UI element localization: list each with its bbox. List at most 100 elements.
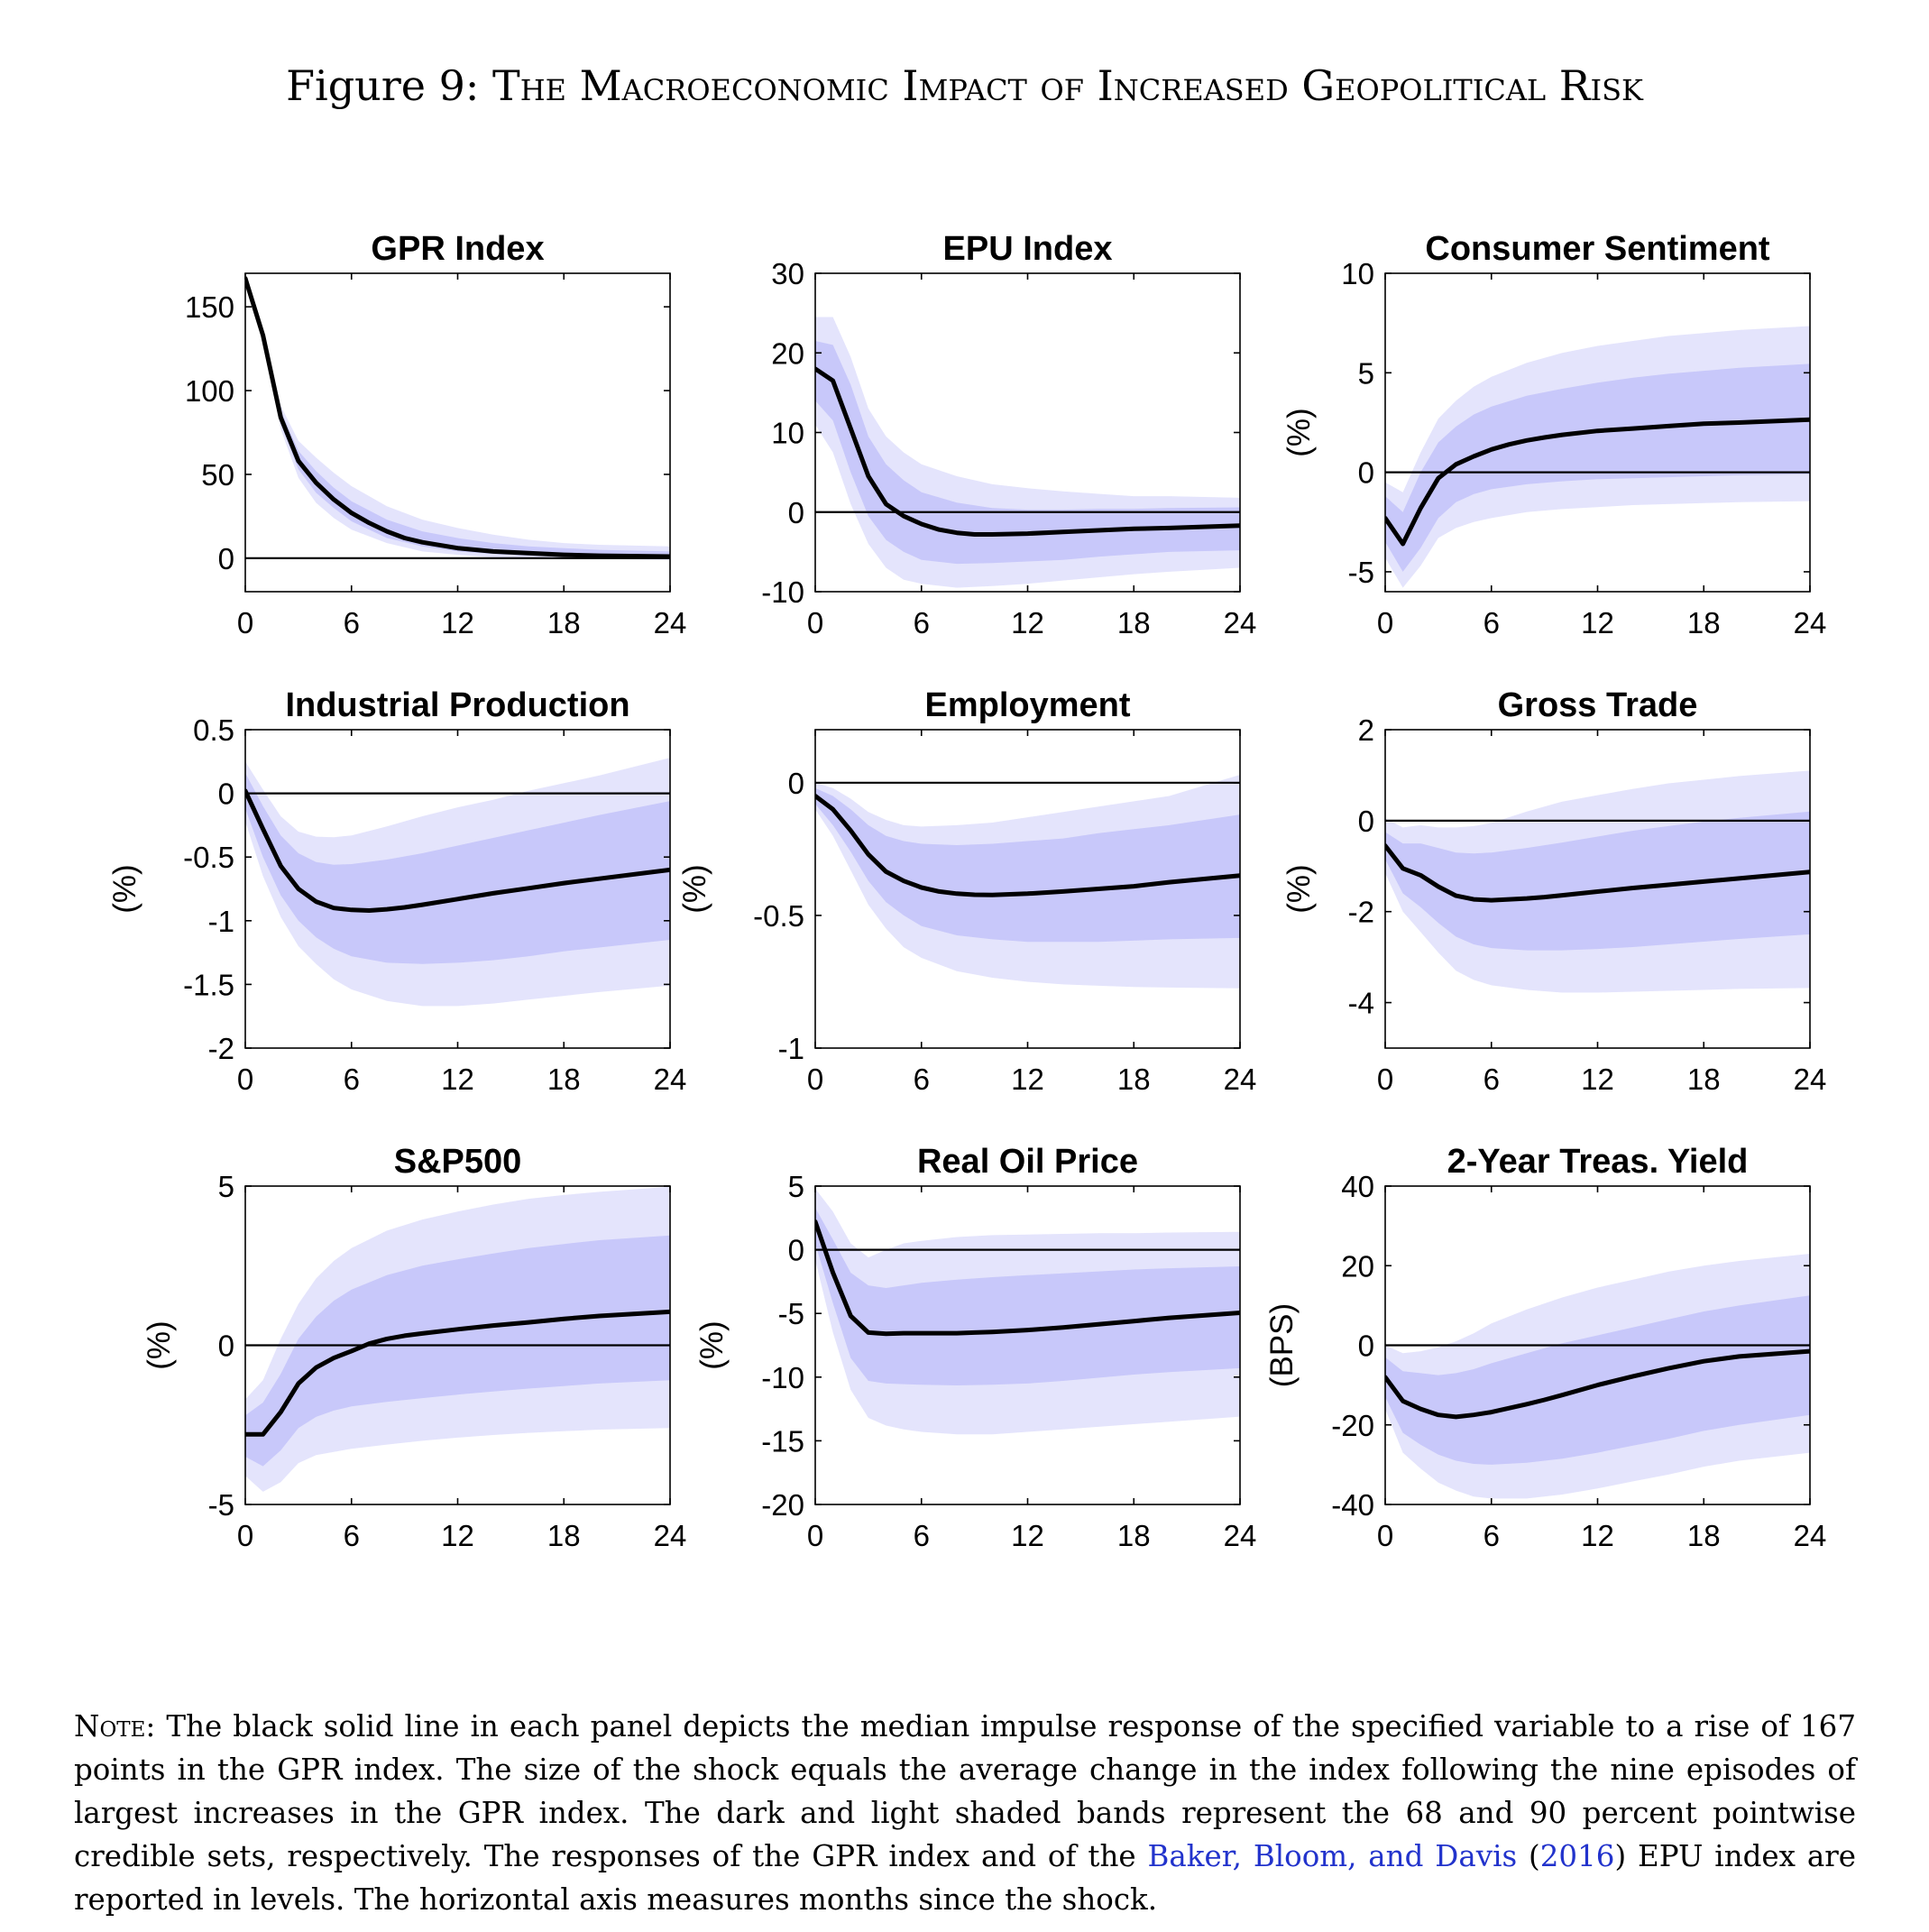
y-tick-label: 10 — [1341, 257, 1374, 290]
y-tick-label: 10 — [771, 417, 804, 450]
plot-area — [245, 276, 670, 560]
x-tick-label: 6 — [1483, 1519, 1500, 1552]
y-tick-label: 0 — [1358, 456, 1374, 490]
x-tick-label: 24 — [1794, 606, 1827, 639]
y-tick-label: 0 — [218, 777, 234, 811]
plot-area — [815, 775, 1240, 989]
median-response-line — [815, 794, 1240, 897]
note-text-2: EPU index are reported in levels. The ho… — [74, 1839, 1857, 1917]
citation-year[interactable]: 2016 — [1539, 1839, 1615, 1873]
x-tick-label: 12 — [441, 1063, 474, 1096]
x-tick-label: 6 — [344, 606, 360, 639]
y-tick-label: -1 — [778, 1032, 804, 1065]
y-tick-label: 20 — [1341, 1249, 1374, 1283]
x-tick-label: 24 — [654, 1519, 687, 1552]
y-tick-label: 0 — [218, 542, 234, 575]
panel-title: Consumer Sentiment — [1425, 230, 1770, 268]
y-tick-label: 5 — [1358, 356, 1374, 390]
y-tick-label: 0 — [1358, 805, 1374, 838]
chart-panel: 0 6 12 18 24 -40 -20 0 20 40 2-Year Treas. Yield (B… — [1264, 1143, 1826, 1552]
panel-title: Gross Trade — [1498, 686, 1698, 724]
x-tick-label: 12 — [441, 606, 474, 639]
y-tick-label: -0.5 — [183, 841, 234, 874]
x-tick-label: 12 — [1581, 606, 1614, 639]
y-tick-label: -40 — [1331, 1488, 1374, 1522]
y-tick-label: 0 — [788, 1234, 804, 1267]
x-tick-label: 6 — [1483, 1063, 1500, 1096]
median-response-line — [1385, 1348, 1810, 1420]
y-tick-label: -20 — [761, 1488, 804, 1522]
x-tick-label: 6 — [914, 606, 930, 639]
y-tick-label: -1 — [208, 905, 234, 938]
y-axis-label: (BPS) — [1264, 1303, 1300, 1387]
x-tick-label: 12 — [1011, 1519, 1044, 1552]
note-text-1: The black solid line in each panel depic… — [74, 1709, 1856, 1873]
panel-title: Industrial Production — [285, 686, 629, 724]
y-tick-label: 0 — [1358, 1329, 1374, 1363]
y-tick-label: -4 — [1348, 987, 1374, 1020]
x-tick-label: 6 — [914, 1519, 930, 1552]
figure-note: Note: The black solid line in each panel… — [74, 1709, 1857, 1917]
x-tick-label: 18 — [547, 1063, 581, 1096]
plot-area — [815, 317, 1240, 588]
y-tick-label: -2 — [208, 1032, 234, 1065]
y-axis-label: (%) — [694, 1320, 730, 1369]
x-tick-label: 0 — [1377, 1519, 1393, 1552]
band-68-percent — [245, 1235, 670, 1467]
x-tick-label: 24 — [1224, 1519, 1257, 1552]
plot-area — [1385, 770, 1810, 993]
band-68-percent — [815, 1208, 1240, 1385]
x-tick-label: 18 — [1687, 606, 1721, 639]
panel-title: EPU Index — [943, 230, 1113, 268]
chart-panel: 0 6 12 18 24 -20 -15 -10 -5 0 5 Real Oil Price (%) — [694, 1143, 1256, 1552]
y-tick-label: -2 — [1348, 896, 1374, 929]
median-response-line — [1385, 417, 1810, 547]
y-tick-label: -1.5 — [183, 968, 234, 1001]
x-tick-label: 6 — [1483, 606, 1500, 639]
x-tick-label: 18 — [1117, 1063, 1151, 1096]
chart-panel: 0 6 12 18 24 -1 -0.5 0 Employment (%) — [677, 686, 1256, 1096]
x-tick-label: 24 — [1224, 606, 1257, 639]
figure-label: Figure 9: — [286, 61, 480, 110]
x-tick-label: 18 — [547, 1519, 581, 1552]
band-68-percent — [245, 773, 670, 964]
y-axis-label: (%) — [1281, 864, 1317, 913]
x-tick-label: 0 — [237, 1519, 253, 1552]
x-tick-label: 12 — [1581, 1063, 1614, 1096]
band-68-percent — [815, 341, 1240, 565]
x-tick-label: 18 — [1687, 1519, 1721, 1552]
x-tick-label: 0 — [807, 1519, 823, 1552]
plot-area — [1385, 326, 1810, 588]
band-68-percent — [1385, 811, 1810, 951]
y-tick-label: 0.5 — [193, 713, 234, 747]
note-label: Note: — [74, 1709, 156, 1743]
panel-title: Real Oil Price — [917, 1143, 1138, 1181]
x-tick-label: 24 — [1794, 1063, 1827, 1096]
x-tick-label: 18 — [1117, 606, 1151, 639]
y-tick-label: 5 — [218, 1170, 234, 1203]
x-tick-label: 0 — [807, 1063, 823, 1096]
x-tick-label: 24 — [1794, 1519, 1827, 1552]
figure-title: Figure 9: The Macroeconomic Impact of In… — [0, 61, 1929, 110]
plot-area — [245, 1186, 670, 1492]
y-axis-label: (%) — [677, 864, 712, 913]
x-tick-label: 12 — [441, 1519, 474, 1552]
median-response-line — [245, 276, 670, 559]
chart-panel: 0 6 12 18 24 -4 -2 0 2 Gross Trade (%) — [1281, 686, 1826, 1096]
x-tick-label: 24 — [654, 1063, 687, 1096]
y-axis-label: (%) — [142, 1320, 177, 1369]
citation-link[interactable]: Baker, Bloom, and Davis — [1147, 1839, 1518, 1873]
y-tick-label: -10 — [761, 1361, 804, 1394]
band-90-percent — [245, 278, 670, 560]
x-tick-label: 0 — [1377, 1063, 1393, 1096]
median-response-line — [245, 1309, 670, 1437]
x-tick-label: 12 — [1011, 1063, 1044, 1096]
band-68-percent — [1385, 363, 1810, 572]
plot-area — [1385, 1254, 1810, 1499]
y-tick-label: -20 — [1331, 1409, 1374, 1442]
median-response-line — [815, 366, 1240, 537]
y-tick-label: 20 — [771, 336, 804, 370]
chart-panel: 0 6 12 18 24 -2 -1.5 -1 -0.5 0 0.5 Industrial Produ… — [107, 686, 686, 1096]
